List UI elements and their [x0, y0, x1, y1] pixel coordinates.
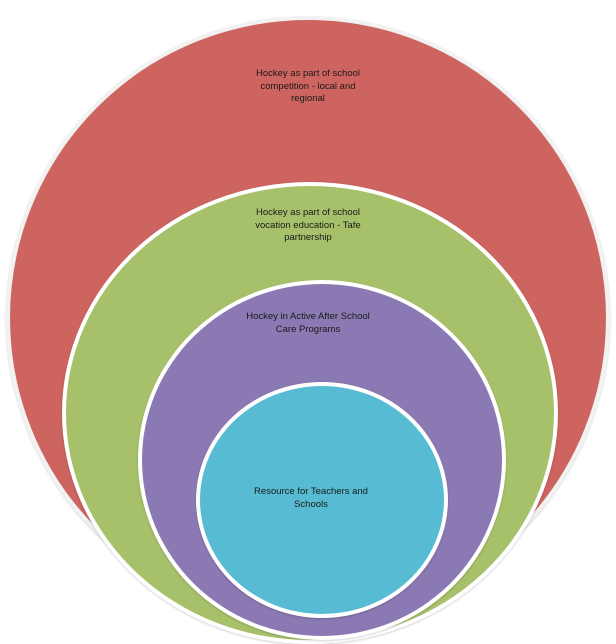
label-resources: Resource for Teachers and Schools	[254, 486, 368, 510]
inner-circle-resources	[196, 382, 448, 618]
nested-circles-diagram: Hockey as part of school competition - l…	[6, 16, 610, 644]
label-school-competition: Hockey as part of school competition - l…	[255, 68, 361, 104]
label-vocation-education: Hockey as part of school vocation educat…	[255, 207, 361, 243]
label-active-after-school: Hockey in Active After School Care Progr…	[246, 311, 370, 335]
